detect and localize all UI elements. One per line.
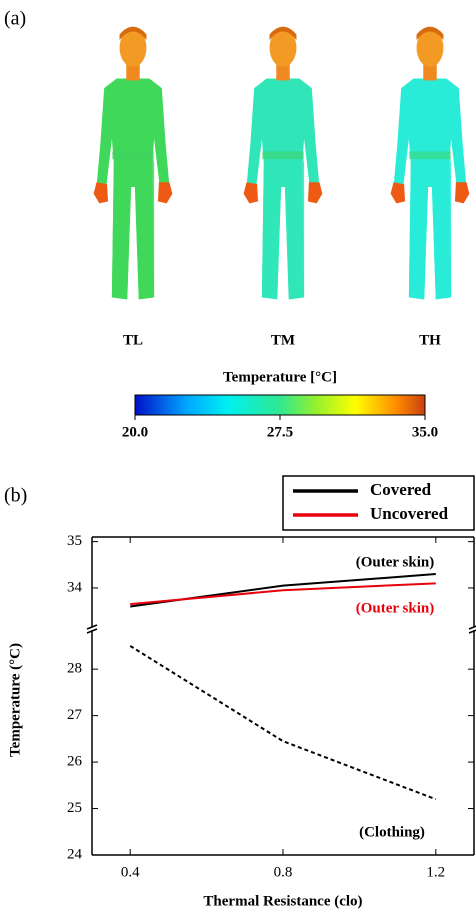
axis-break — [86, 624, 98, 630]
data-line — [129, 645, 437, 801]
x-tick-label: 1.2 — [426, 864, 445, 880]
human-model — [243, 26, 323, 300]
annotation: (Outer skin) — [356, 600, 434, 616]
y-tick-label: 28 — [67, 661, 82, 677]
panel-label: (a) — [4, 8, 26, 30]
y-tick-label: 34 — [67, 579, 83, 595]
axis-break — [468, 625, 476, 630]
x-tick-label: 0.8 — [274, 864, 293, 880]
human-model — [390, 26, 470, 300]
colorbar-tick-label: 35.0 — [412, 424, 438, 440]
data-line — [130, 582, 436, 606]
y-tick-label: 25 — [67, 800, 82, 816]
annotation: (Clothing) — [359, 824, 425, 840]
y-axis-title: Temperature (°C) — [7, 643, 23, 757]
colorbar-tick-label: 27.5 — [267, 424, 293, 440]
figure-label: TH — [419, 332, 441, 348]
legend — [282, 475, 475, 531]
x-axis-title: Thermal Resistance (clo) — [203, 893, 362, 909]
axis-break — [468, 629, 476, 634]
human-model — [93, 26, 173, 300]
annotation: (Outer skin) — [356, 554, 434, 570]
y-tick-label: 35 — [67, 533, 82, 549]
axis-break — [86, 628, 98, 634]
figure-label: TL — [123, 332, 143, 348]
y-tick-label: 27 — [67, 707, 83, 723]
x-tick-label: 0.4 — [121, 864, 140, 880]
figure-label: TM — [271, 332, 295, 348]
y-tick-label: 24 — [67, 846, 83, 862]
colorbar-title: Temperature [°C] — [223, 369, 337, 385]
panel-label: (b) — [4, 485, 27, 507]
colorbar-tick-label: 20.0 — [122, 424, 148, 440]
legend-label: Covered — [370, 480, 432, 499]
colorbar — [134, 394, 426, 416]
y-tick-label: 26 — [67, 754, 83, 770]
legend-label: Uncovered — [370, 504, 449, 523]
